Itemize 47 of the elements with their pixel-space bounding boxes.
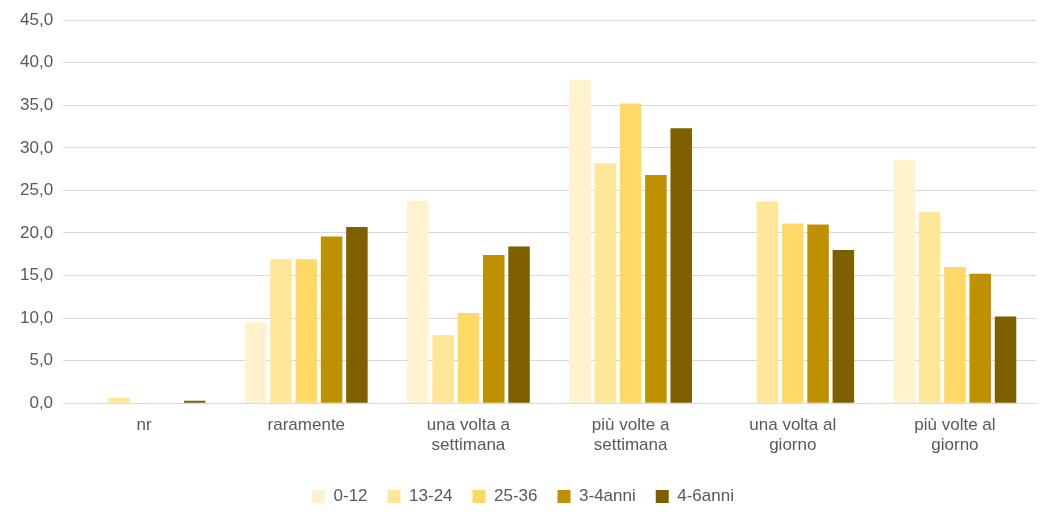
bar xyxy=(944,267,966,403)
bar xyxy=(184,400,206,403)
x-tick-label: una volta al giorno xyxy=(749,415,837,455)
x-tick-label: nr xyxy=(136,415,153,435)
y-tick-label: 0,0 xyxy=(29,392,54,412)
bar xyxy=(457,312,480,403)
bar xyxy=(645,175,667,403)
bar xyxy=(756,201,779,403)
bar xyxy=(918,211,941,403)
y-tick-label: 45,0 xyxy=(19,9,54,29)
bar xyxy=(432,335,454,403)
x-tick-label: una volta a settimana xyxy=(426,415,511,455)
bar xyxy=(594,163,617,403)
bar xyxy=(320,236,343,403)
bar xyxy=(994,316,1017,403)
bar xyxy=(670,128,692,403)
bar xyxy=(569,79,591,403)
legend-label: 13-24 xyxy=(409,486,453,506)
bar xyxy=(483,255,505,403)
bar xyxy=(295,259,318,403)
bar xyxy=(807,224,829,403)
y-tick-label: 30,0 xyxy=(19,137,54,157)
bar xyxy=(108,398,130,403)
legend-label: 3-4anni xyxy=(579,486,636,506)
bar xyxy=(893,159,916,403)
bar xyxy=(969,273,991,403)
y-tick-label: 10,0 xyxy=(19,307,54,327)
bar xyxy=(270,259,292,403)
bar xyxy=(244,322,267,403)
y-tick-label: 35,0 xyxy=(19,95,54,114)
y-tick-label: 40,0 xyxy=(19,52,54,72)
bar xyxy=(407,200,429,403)
bar xyxy=(619,103,642,403)
legend-label: 25-36 xyxy=(494,486,538,506)
y-tick-label: 20,0 xyxy=(19,222,54,242)
x-tick-label: più volte a settimana xyxy=(591,415,670,455)
x-tick-label: raramente xyxy=(267,415,346,435)
bar xyxy=(346,227,368,403)
y-tick-label: 5,0 xyxy=(29,350,54,370)
y-tick-label: 15,0 xyxy=(19,265,54,285)
x-tick-label: più volte al giorno xyxy=(914,415,996,455)
y-tick-label: 25,0 xyxy=(19,180,54,200)
bar xyxy=(832,250,855,403)
bar xyxy=(782,223,804,403)
bar xyxy=(508,246,530,403)
legend-label: 0-12 xyxy=(333,486,368,506)
legend-label: 4-6anni xyxy=(677,486,734,506)
